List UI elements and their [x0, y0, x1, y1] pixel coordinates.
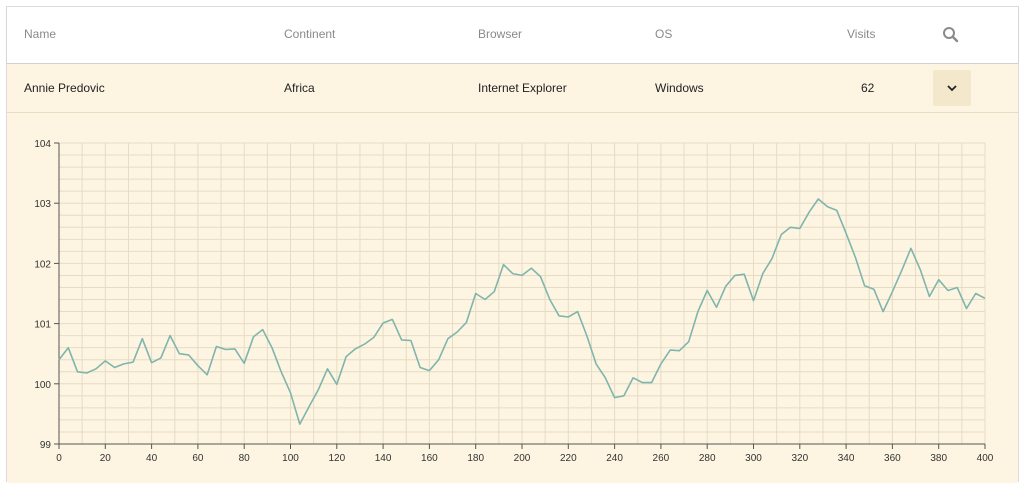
x-tick-label: 260 [653, 453, 670, 464]
column-header-os[interactable]: OS [655, 27, 673, 41]
cell-continent: Africa [284, 81, 315, 95]
x-tick-label: 160 [421, 453, 438, 464]
x-tick-label: 120 [328, 453, 345, 464]
x-tick-label: 300 [745, 453, 762, 464]
x-tick-label: 320 [791, 453, 808, 464]
cell-os: Windows [655, 81, 704, 95]
cell-browser: Internet Explorer [478, 81, 567, 95]
x-tick-label: 400 [977, 453, 994, 464]
grid-panel: Name Continent Browser OS Visits Annie P… [6, 6, 1019, 483]
x-tick-label: 60 [192, 453, 204, 464]
x-tick-label: 20 [100, 453, 112, 464]
y-tick-label: 103 [34, 199, 51, 210]
x-tick-label: 200 [514, 453, 531, 464]
x-tick-label: 100 [282, 453, 299, 464]
table-header: Name Continent Browser OS Visits [7, 7, 1018, 64]
search-icon [943, 27, 959, 43]
column-header-name[interactable]: Name [24, 27, 57, 41]
column-header-continent[interactable]: Continent [284, 27, 336, 41]
y-tick-label: 99 [40, 440, 52, 451]
chart-grid [58, 142, 986, 445]
row-detail-chart-area: 99 100 101 102 103 104 0 20 40 60 80 100 120 140 160 18… [7, 113, 1018, 483]
cell-name: Annie Predovic [24, 81, 105, 95]
expand-row-button[interactable] [933, 70, 971, 106]
chart-axes: 99 100 101 102 103 104 0 20 40 60 80 100 120 140 160 18… [34, 139, 993, 464]
y-tick-label: 101 [34, 320, 51, 331]
column-header-browser[interactable]: Browser [478, 27, 523, 41]
x-tick-label: 360 [884, 453, 901, 464]
series-line-0 [58, 198, 986, 425]
x-tick-label: 240 [606, 453, 623, 464]
y-tick-label: 100 [34, 380, 51, 391]
x-tick-label: 380 [930, 453, 947, 464]
x-tick-label: 0 [56, 453, 62, 464]
x-tick-label: 40 [146, 453, 158, 464]
x-tick-label: 140 [375, 453, 392, 464]
x-tick-label: 180 [467, 453, 484, 464]
column-header-visits[interactable]: Visits [847, 27, 876, 41]
x-tick-label: 280 [699, 453, 716, 464]
line-chart: 99 100 101 102 103 104 0 20 40 60 80 100 120 140 160 18… [34, 139, 993, 464]
y-tick-label: 102 [34, 259, 51, 270]
table-row[interactable]: Annie Predovic Africa Internet Explorer … [7, 64, 1018, 113]
x-tick-label: 80 [239, 453, 251, 464]
chart-series [58, 198, 986, 425]
x-tick-label: 220 [560, 453, 577, 464]
x-tick-label: 340 [838, 453, 855, 464]
chevron-down-icon [947, 85, 957, 92]
y-tick-label: 104 [34, 139, 51, 150]
cell-visits: 62 [861, 81, 875, 95]
search-button[interactable] [941, 25, 961, 45]
